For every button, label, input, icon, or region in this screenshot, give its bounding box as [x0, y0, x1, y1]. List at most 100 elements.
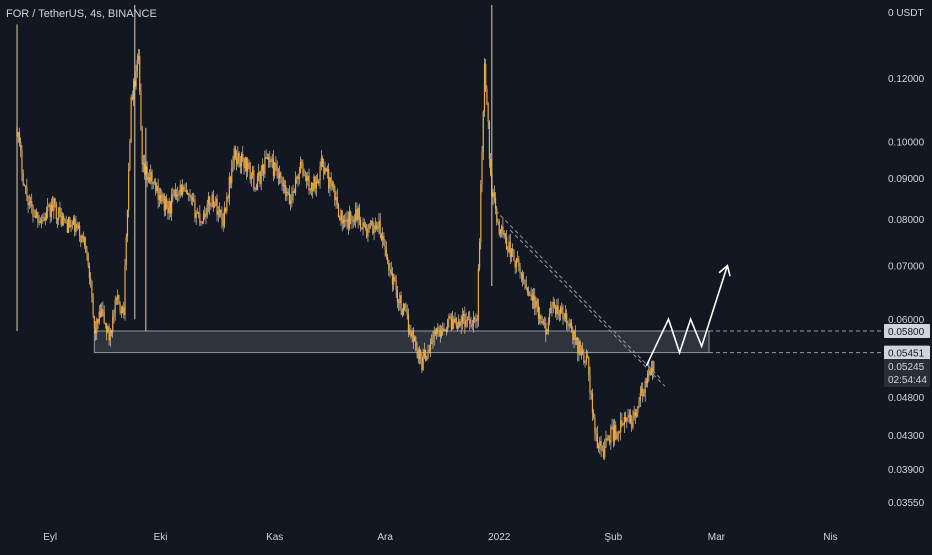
countdown-timer: 02:54:44 [888, 375, 927, 386]
candle-body [386, 256, 389, 261]
candle-body [373, 229, 375, 234]
candle-body [437, 327, 439, 329]
y-tick-label: 0.08000 [888, 215, 925, 226]
candle-body [159, 195, 162, 202]
candle-body [142, 163, 145, 165]
candle-body [426, 357, 428, 361]
support-zone-box[interactable] [93, 330, 710, 354]
candle-body [400, 295, 402, 310]
candle-body [596, 434, 598, 449]
candle-body [634, 411, 636, 417]
candle-body [483, 63, 486, 112]
candle-body [645, 380, 648, 384]
candle-body [445, 329, 448, 331]
candle-body [312, 183, 314, 191]
candle-body [131, 96, 133, 100]
candle-body [481, 152, 483, 184]
candle-body [508, 241, 510, 252]
x-tick-label: Mar [708, 532, 726, 543]
candle-body [161, 194, 163, 202]
candle-body [458, 321, 460, 328]
candle-body [155, 181, 157, 192]
candle-body [390, 269, 392, 274]
candle-body [454, 317, 456, 323]
candle-body [552, 302, 554, 305]
candle-body [58, 207, 60, 220]
candle-body [415, 337, 417, 350]
candle-body [447, 319, 449, 330]
candle-body [375, 225, 378, 229]
candle-body [638, 400, 640, 407]
candle-body [357, 207, 359, 221]
candle-body [59, 207, 61, 213]
candle-body [572, 329, 574, 341]
candle-body [239, 162, 241, 167]
candle-body [418, 350, 421, 360]
candle-body [512, 248, 514, 251]
candle-body [162, 194, 164, 196]
candle-body [497, 221, 499, 223]
candle-body [53, 198, 55, 211]
candle-body [261, 164, 264, 171]
candle-body [469, 319, 471, 324]
candle-body [573, 330, 575, 341]
candle-body [231, 167, 233, 184]
price-axis[interactable]: 0.12000 0.10000 0.09000 0.08000 0.07000 0.060… [884, 74, 930, 509]
projection-path[interactable] [645, 265, 729, 367]
candle-body [562, 312, 564, 320]
candle-body [626, 417, 628, 422]
candle-body [118, 294, 120, 305]
candle-body [383, 235, 385, 246]
candle-body [417, 349, 419, 360]
candle-body [109, 333, 111, 341]
candle-body [431, 342, 433, 345]
candle-body [132, 80, 135, 100]
candle-body [586, 355, 589, 357]
candle-body [28, 202, 30, 205]
time-axis[interactable]: Eyl Eki Kas Ara 2022 Şub Mar Nis [43, 532, 837, 543]
descending-trendline-2[interactable] [509, 229, 666, 387]
candle-body [465, 320, 467, 327]
candle-body [325, 168, 327, 172]
candle-body [44, 217, 46, 221]
candle-body [482, 111, 484, 153]
candle-body [222, 219, 224, 227]
candle-body [366, 228, 368, 237]
candle-body [205, 215, 207, 218]
candle-body [649, 369, 651, 376]
candle-body [384, 245, 386, 250]
symbol-title[interactable]: FOR / TetherUS, 4s, BINANCE [6, 8, 157, 20]
candle-body [27, 196, 29, 205]
candle-body [422, 356, 424, 370]
candle-body [101, 309, 103, 317]
candle-body [509, 241, 511, 258]
candle-body [503, 233, 505, 235]
candle-body [117, 294, 119, 299]
candle-body [97, 318, 99, 323]
candle-body [492, 192, 494, 197]
candle-body [80, 235, 82, 243]
candle-body [653, 361, 655, 373]
candle-body [636, 412, 638, 417]
candle-body [429, 344, 432, 351]
currency-badge[interactable]: 0 USDT [888, 8, 924, 19]
candle-body [605, 438, 607, 447]
candle-body [388, 260, 390, 271]
candle-body [168, 201, 170, 214]
candle-body [557, 305, 559, 315]
candle-body [413, 337, 416, 342]
candle-body [568, 325, 570, 327]
candle-body [128, 169, 130, 211]
candle-body [493, 192, 495, 198]
candle-body [401, 309, 403, 316]
descending-trendline-1[interactable] [495, 210, 662, 380]
candle-body [303, 174, 305, 176]
candle-body [350, 212, 352, 216]
candle-body [320, 157, 322, 167]
candle-body [396, 289, 398, 302]
candle-body [644, 380, 646, 393]
y-tick-label: 0.12000 [888, 74, 925, 85]
x-tick-label: Şub [604, 532, 622, 543]
